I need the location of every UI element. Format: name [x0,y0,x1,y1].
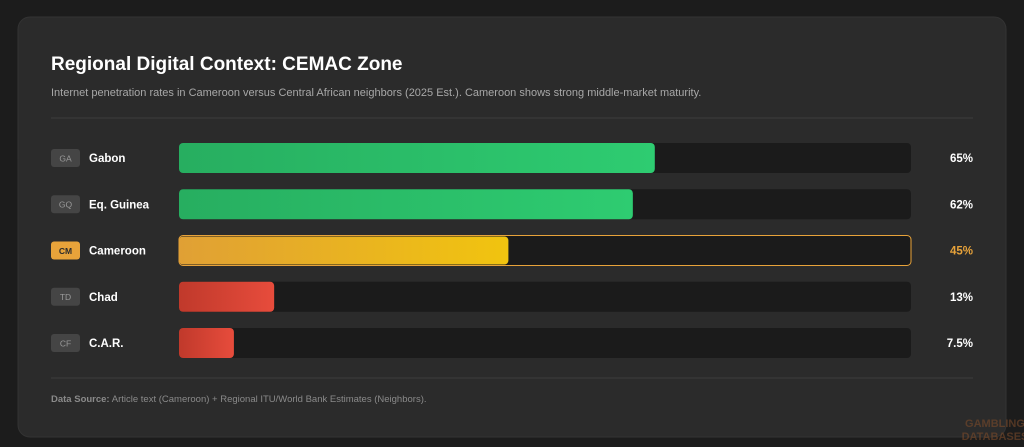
code-badge [51,241,80,260]
chart-subtitle: Internet penetration rates in Cameroon v… [51,87,701,99]
value-label: 7.5% [947,338,973,350]
source-text: Article text (Cameroon) + Regional ITU/W… [112,394,427,405]
code-label: GQ [59,200,73,210]
value-label: 62% [950,199,973,211]
code-label: CM [59,246,72,256]
code-badge [51,195,80,214]
chart-title: Regional Digital Context: CEMAC Zone [51,54,403,75]
bar [179,189,633,220]
bar [179,281,275,312]
code-label: CF [60,338,71,348]
watermark: DATABASES [962,431,1024,443]
bar [179,236,509,265]
code-badge [51,334,80,352]
code-badge [51,287,80,306]
card [17,16,1007,438]
category-label: Gabon [89,153,125,165]
source-label: Data Source: [51,394,110,405]
bar [179,143,655,173]
bar-track [179,328,911,358]
watermark: GAMBLING [965,418,1024,430]
category-label: C.A.R. [89,338,124,350]
category-label: Eq. Guinea [89,199,150,211]
value-label: 45% [950,246,973,258]
bar-track [179,281,911,312]
code-label: GA [59,153,72,163]
category-label: Chad [89,292,118,304]
value-label: 65% [950,153,973,165]
category-label: Cameroon [89,246,146,258]
source-note: Data Source: Article text (Cameroon) + R… [51,394,427,405]
value-label: 13% [950,292,973,304]
code-badge [51,149,80,167]
bar [179,328,234,358]
code-label: TD [60,292,71,302]
